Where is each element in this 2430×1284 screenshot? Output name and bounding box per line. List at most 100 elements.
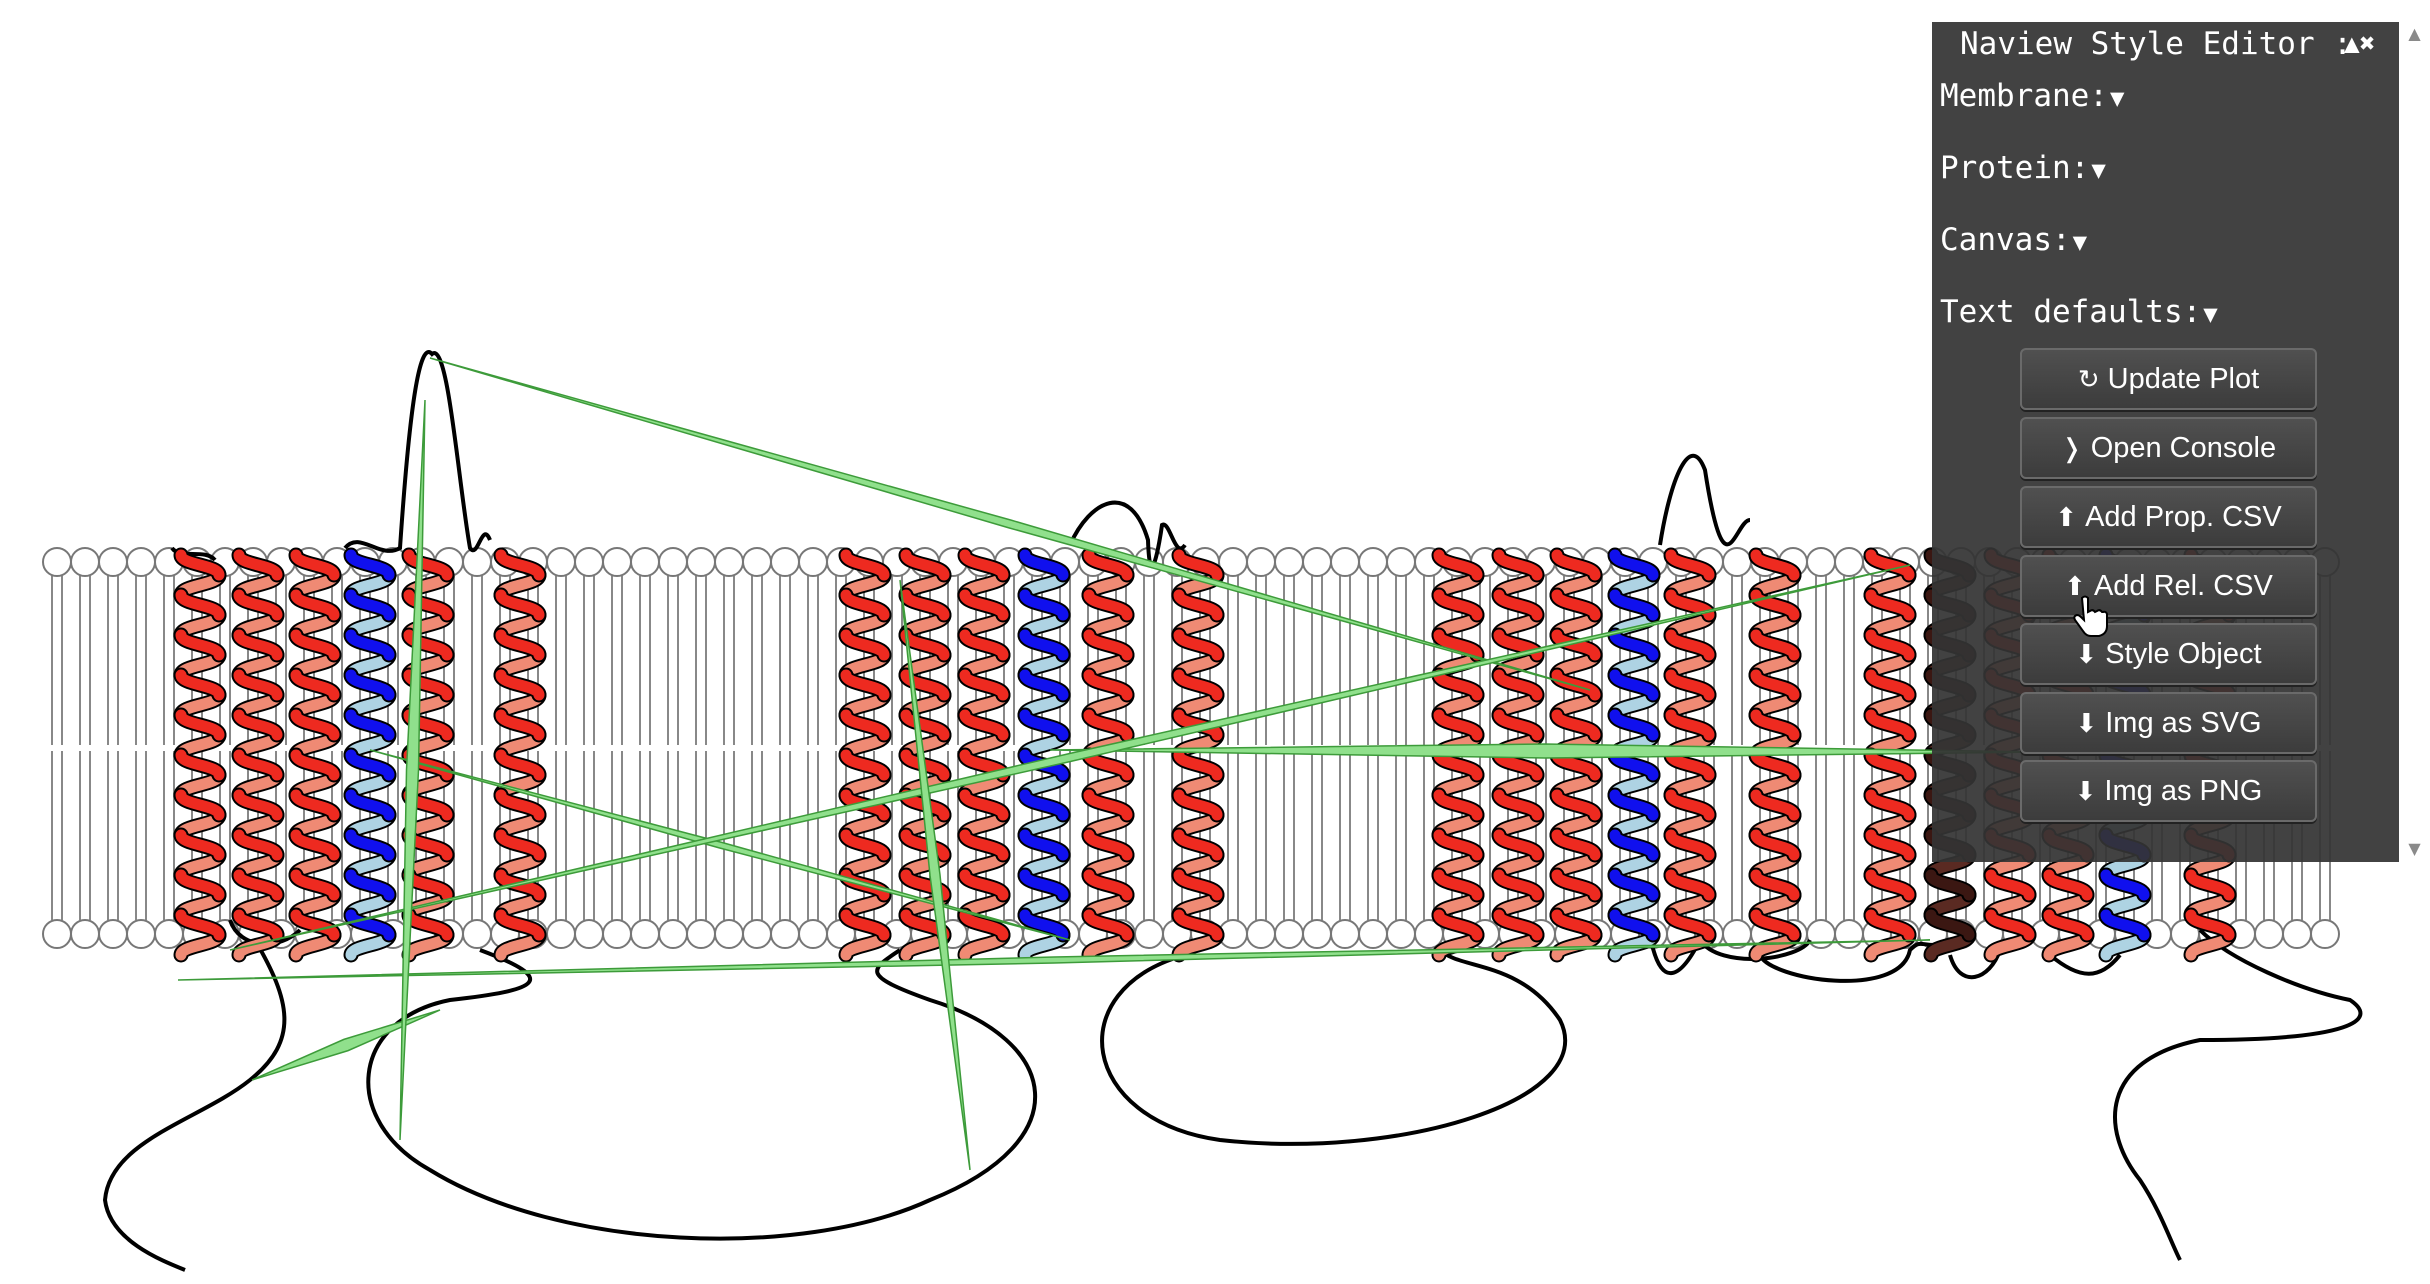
open-console-button[interactable]: ❭ Open Console <box>2020 417 2317 479</box>
helix-back-strand <box>233 569 283 961</box>
helix-front-strand <box>1750 549 1800 941</box>
transmembrane-helices <box>173 547 2237 963</box>
chevron-right-icon: ❭ <box>2060 432 2083 463</box>
lipid-head <box>798 919 828 949</box>
protein-section-toggle[interactable]: Protein:▼ <box>1940 148 2106 188</box>
helix-back-strand <box>1865 569 1915 961</box>
upload-arrow-icon: ⬆ <box>2055 501 2078 532</box>
relation-wedge <box>399 399 426 1141</box>
lipid-head <box>1134 919 1164 949</box>
lipid-head <box>602 919 632 949</box>
lipid-head <box>1274 547 1304 577</box>
download-arrow-icon: ⬇ <box>2075 707 2098 738</box>
loop-curve <box>170 546 217 562</box>
lipid-head <box>770 919 800 949</box>
img-as-svg-label: Img as SVG <box>2105 706 2262 739</box>
helix-front-strand <box>1083 549 1133 941</box>
lipid-head <box>798 547 828 577</box>
loop-curve <box>1658 453 1751 547</box>
protein-section-label: Protein: <box>1940 150 2090 186</box>
lipid-head <box>98 919 128 949</box>
helix-back-strand <box>175 569 225 961</box>
lipid-head <box>1246 547 1276 577</box>
lipid-head <box>1302 919 1332 949</box>
lipid-head <box>1330 547 1360 577</box>
lipid-head <box>686 547 716 577</box>
hand-pointer-icon <box>2073 595 2108 637</box>
helix-front-strand <box>1665 549 1715 941</box>
lipid-head <box>462 919 492 949</box>
update-plot-button[interactable]: ↻ Update Plot <box>2020 348 2317 410</box>
loop-curve <box>343 350 492 553</box>
helix-front-strand <box>959 549 1009 941</box>
canvas-section-label: Canvas: <box>1940 222 2071 258</box>
helix-front-strand <box>1433 549 1483 941</box>
editor-scrollbar[interactable]: ▲ ▼ <box>2399 22 2430 862</box>
helix-back-strand <box>959 569 1009 961</box>
loop-curve <box>102 938 287 1272</box>
membrane-section-toggle[interactable]: Membrane:▼ <box>1940 76 2124 116</box>
lipid-head <box>1834 547 1864 577</box>
text-defaults-section-toggle[interactable]: Text defaults:▼ <box>1940 292 2218 332</box>
helix-front-strand <box>1865 549 1915 941</box>
relation-links <box>177 357 2041 1171</box>
update-plot-label: Update Plot <box>2107 362 2260 395</box>
lipid-head <box>742 547 772 577</box>
lipid-head <box>546 547 576 577</box>
lipid-head <box>574 547 604 577</box>
relation-wedge <box>899 579 971 1171</box>
helix-back-strand <box>290 569 340 961</box>
helix-back-strand <box>1019 569 1069 961</box>
add-prop-csv-button[interactable]: ⬆ Add Prop. CSV <box>2020 486 2317 548</box>
expand-arrow-icon: ▼ <box>2203 300 2218 328</box>
lipid-head <box>714 547 744 577</box>
img-as-png-button[interactable]: ⬇ Img as PNG <box>2020 760 2317 822</box>
lipid-head <box>1386 919 1416 949</box>
add-rel-csv-label: Add Rel. CSV <box>2093 569 2273 602</box>
lipid-head <box>1806 547 1836 577</box>
membrane-section-label: Membrane: <box>1940 78 2108 114</box>
expand-arrow-icon: ▼ <box>2091 156 2106 184</box>
lipid-head <box>2282 919 2312 949</box>
helix-front-strand <box>1609 549 1659 941</box>
lipid-head <box>1358 547 1388 577</box>
relation-wedge <box>229 564 1911 951</box>
collapse-close-icons[interactable]: ▲✖ <box>2344 29 2376 59</box>
relation-wedge <box>177 939 1931 981</box>
style-object-button[interactable]: ⬇ Style Object <box>2020 623 2317 685</box>
loop-curve <box>2048 953 2122 976</box>
lipid-head <box>1274 919 1304 949</box>
img-as-png-label: Img as PNG <box>2104 774 2263 807</box>
relation-wedge <box>369 749 1071 941</box>
canvas-section-toggle[interactable]: Canvas:▼ <box>1940 220 2087 260</box>
lipid-head <box>574 919 604 949</box>
lipid-head <box>546 919 576 949</box>
lipid-head <box>658 547 688 577</box>
helix-front-strand <box>1493 549 1543 941</box>
lipid-head <box>602 547 632 577</box>
open-console-label: Open Console <box>2090 431 2277 464</box>
download-arrow-icon: ⬇ <box>2075 638 2098 669</box>
lipid-head <box>1358 919 1388 949</box>
lipid-head <box>1834 919 1864 949</box>
add-prop-csv-label: Add Prop. CSV <box>2085 500 2282 533</box>
helix-back-strand <box>840 569 890 961</box>
lipid-head <box>70 547 100 577</box>
expand-arrow-icon: ▼ <box>2109 84 2125 112</box>
lipid-head <box>42 919 72 949</box>
scroll-up-arrow-icon[interactable]: ▲ <box>2408 24 2421 43</box>
helix-front-strand <box>345 549 395 941</box>
style-editor-title: Naview Style Editor : <box>1960 26 2352 62</box>
refresh-icon: ↻ <box>2077 363 2100 394</box>
lipid-head <box>714 919 744 949</box>
loop-curve <box>366 948 1037 1241</box>
style-object-label: Style Object <box>2105 637 2262 670</box>
lipid-head <box>462 547 492 577</box>
helix-front-strand <box>233 549 283 941</box>
add-rel-csv-button[interactable]: ⬆ Add Rel. CSV <box>2020 555 2317 617</box>
relation-wedge <box>251 1009 441 1081</box>
helix-front-strand <box>175 549 225 941</box>
protein-loops <box>102 350 2363 1272</box>
scroll-down-arrow-icon[interactable]: ▼ <box>2408 839 2421 858</box>
img-as-svg-button[interactable]: ⬇ Img as SVG <box>2020 692 2317 754</box>
